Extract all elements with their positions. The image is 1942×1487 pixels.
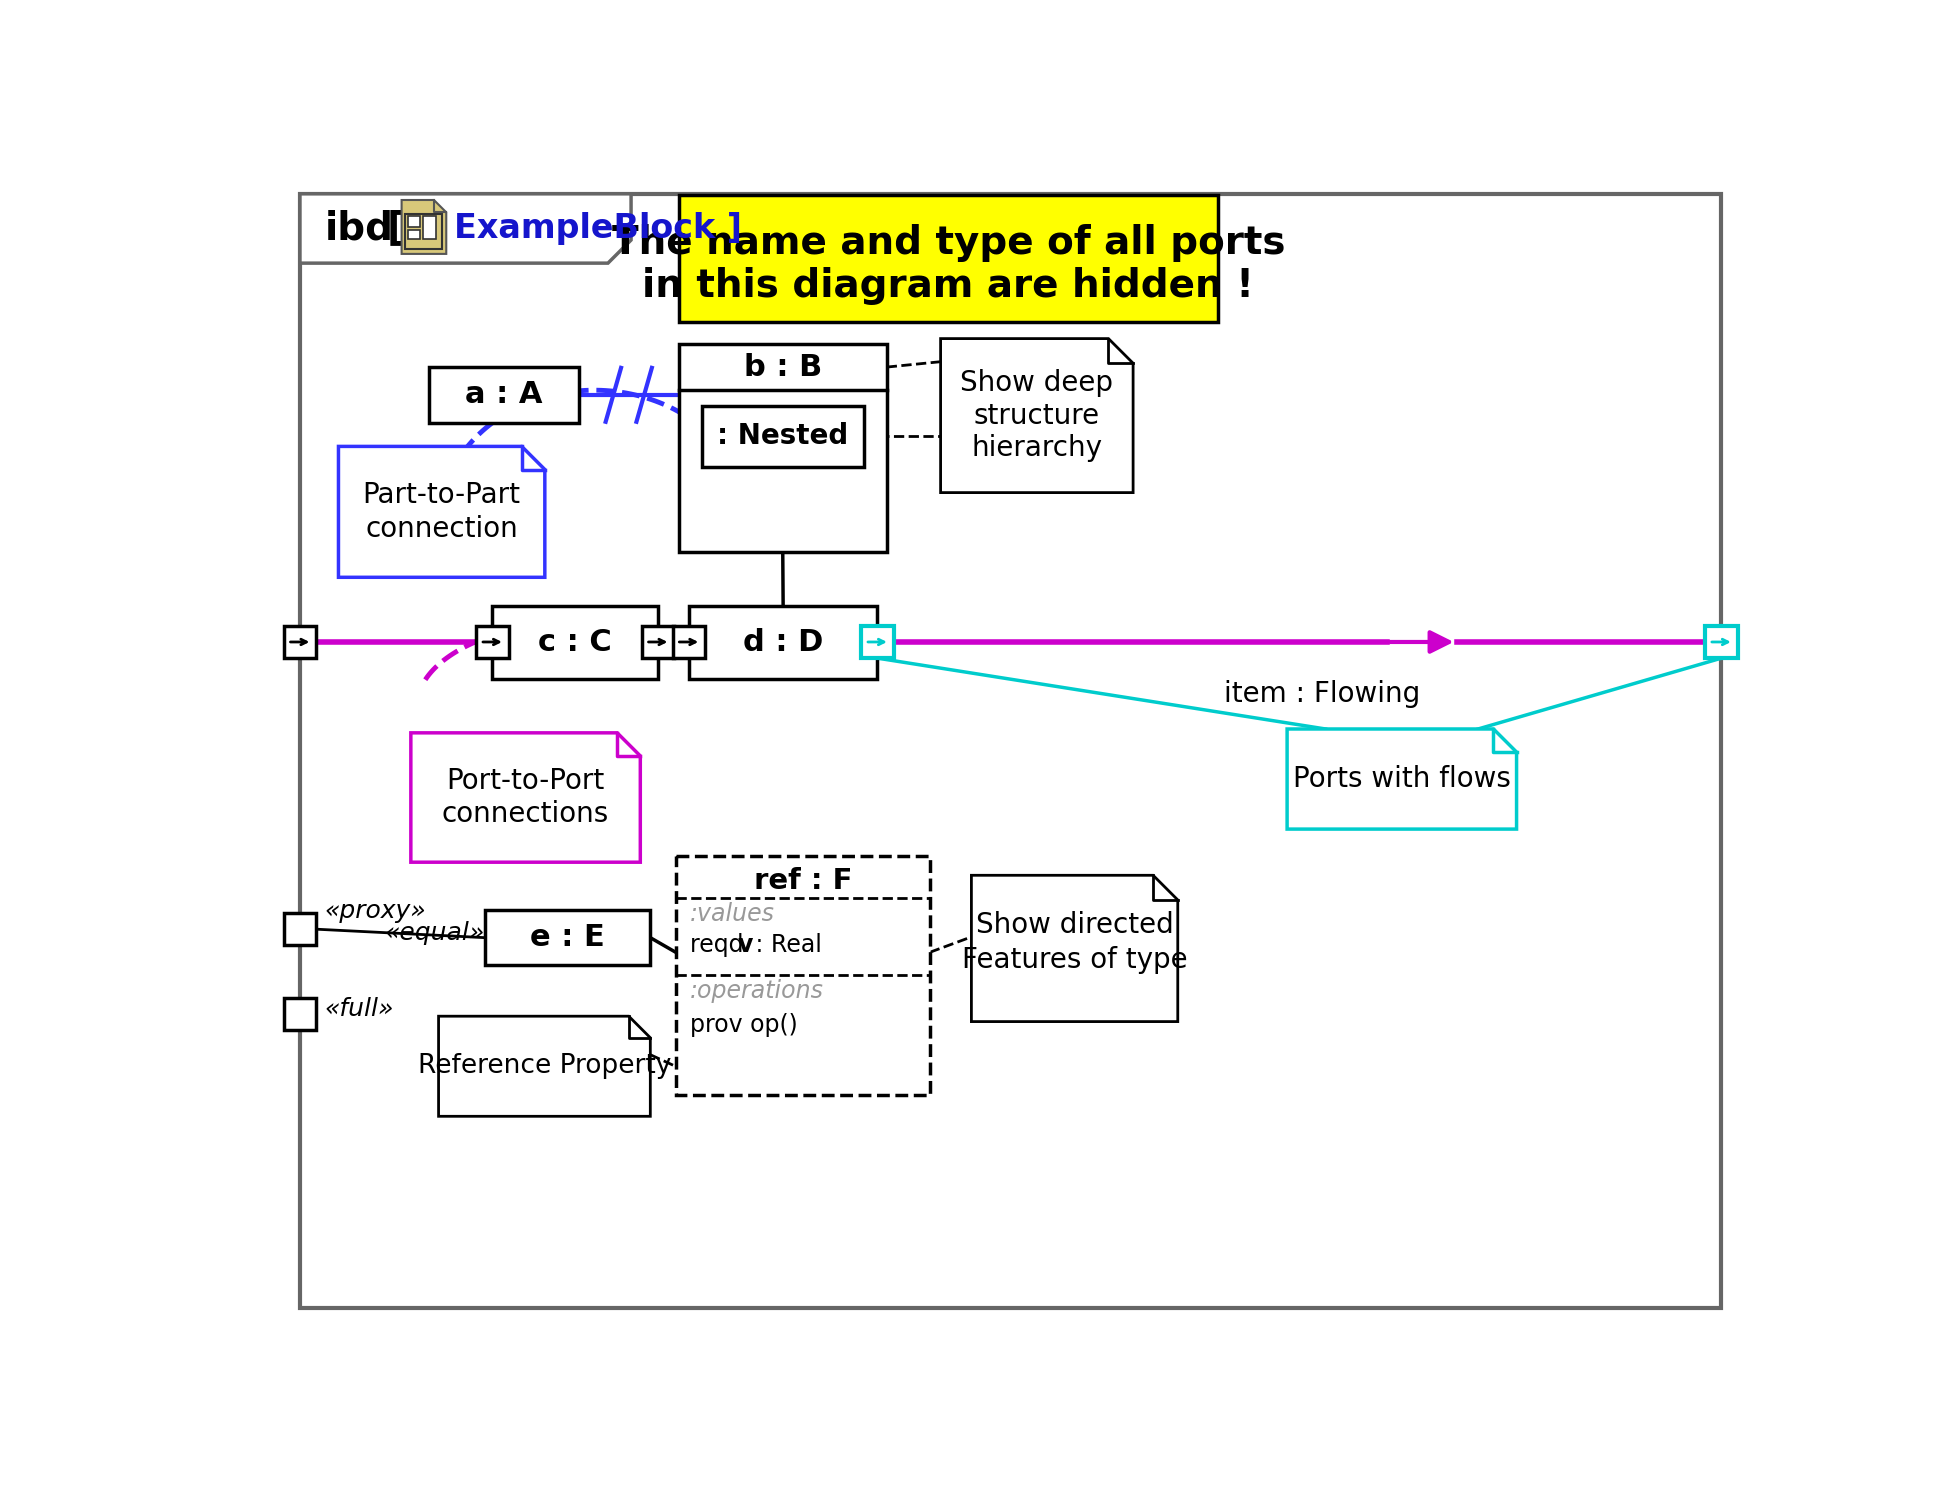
Polygon shape [439, 1016, 651, 1117]
FancyBboxPatch shape [862, 626, 893, 659]
Polygon shape [402, 199, 447, 254]
Text: c : C: c : C [538, 628, 612, 657]
Text: Part-to-Part: Part-to-Part [363, 480, 520, 509]
Text: Reference Property: Reference Property [418, 1053, 672, 1080]
FancyBboxPatch shape [701, 406, 864, 467]
FancyBboxPatch shape [486, 910, 651, 965]
Text: prov op(): prov op() [689, 1013, 798, 1036]
Text: [: [ [386, 210, 404, 247]
Text: «full»: «full» [324, 998, 394, 1022]
Text: : Nested: : Nested [717, 422, 849, 451]
FancyBboxPatch shape [680, 343, 887, 552]
Text: The name and type of all ports: The name and type of all ports [612, 225, 1286, 262]
FancyBboxPatch shape [676, 857, 930, 1094]
Text: structure: structure [973, 401, 1099, 430]
FancyBboxPatch shape [429, 367, 579, 422]
Polygon shape [412, 733, 641, 862]
Text: Show deep: Show deep [961, 369, 1113, 397]
Polygon shape [299, 193, 631, 263]
Text: connections: connections [443, 800, 610, 828]
Text: in this diagram are hidden !: in this diagram are hidden ! [643, 268, 1255, 305]
FancyBboxPatch shape [406, 214, 443, 250]
FancyBboxPatch shape [1705, 626, 1738, 659]
Text: connection: connection [365, 515, 519, 543]
Text: ExampleBlock ]: ExampleBlock ] [454, 213, 742, 245]
Text: Show directed: Show directed [975, 912, 1173, 940]
Polygon shape [338, 446, 546, 577]
Text: Features of type: Features of type [961, 946, 1187, 974]
FancyBboxPatch shape [408, 230, 419, 239]
Text: «equal»: «equal» [385, 920, 486, 944]
FancyBboxPatch shape [643, 626, 674, 659]
Text: Ports with flows: Ports with flows [1293, 764, 1511, 793]
Text: b : B: b : B [744, 352, 821, 382]
Text: reqd: reqd [689, 934, 752, 958]
Text: ref : F: ref : F [753, 867, 853, 895]
Text: hierarchy: hierarchy [971, 434, 1103, 462]
FancyBboxPatch shape [408, 216, 419, 228]
FancyBboxPatch shape [284, 998, 317, 1030]
FancyBboxPatch shape [284, 913, 317, 946]
FancyBboxPatch shape [680, 195, 1218, 323]
FancyBboxPatch shape [423, 216, 437, 239]
FancyBboxPatch shape [476, 626, 509, 659]
Text: d : D: d : D [744, 628, 823, 657]
Text: v: v [738, 934, 753, 958]
Text: Port-to-Port: Port-to-Port [447, 767, 604, 794]
FancyBboxPatch shape [672, 626, 705, 659]
Polygon shape [1288, 729, 1517, 830]
Text: ibd: ibd [324, 210, 394, 247]
FancyBboxPatch shape [689, 605, 878, 680]
Text: : Real: : Real [748, 934, 821, 958]
Text: item : Flowing: item : Flowing [1223, 681, 1420, 708]
Text: «proxy»: «proxy» [324, 900, 425, 923]
Text: :operations: :operations [689, 980, 823, 1004]
Text: a : A: a : A [464, 381, 542, 409]
Text: e : E: e : E [530, 923, 604, 952]
FancyBboxPatch shape [284, 626, 317, 659]
Polygon shape [971, 876, 1177, 1022]
FancyBboxPatch shape [493, 605, 658, 680]
Text: :values: :values [689, 903, 775, 926]
FancyBboxPatch shape [299, 193, 1721, 1309]
Polygon shape [940, 339, 1132, 492]
